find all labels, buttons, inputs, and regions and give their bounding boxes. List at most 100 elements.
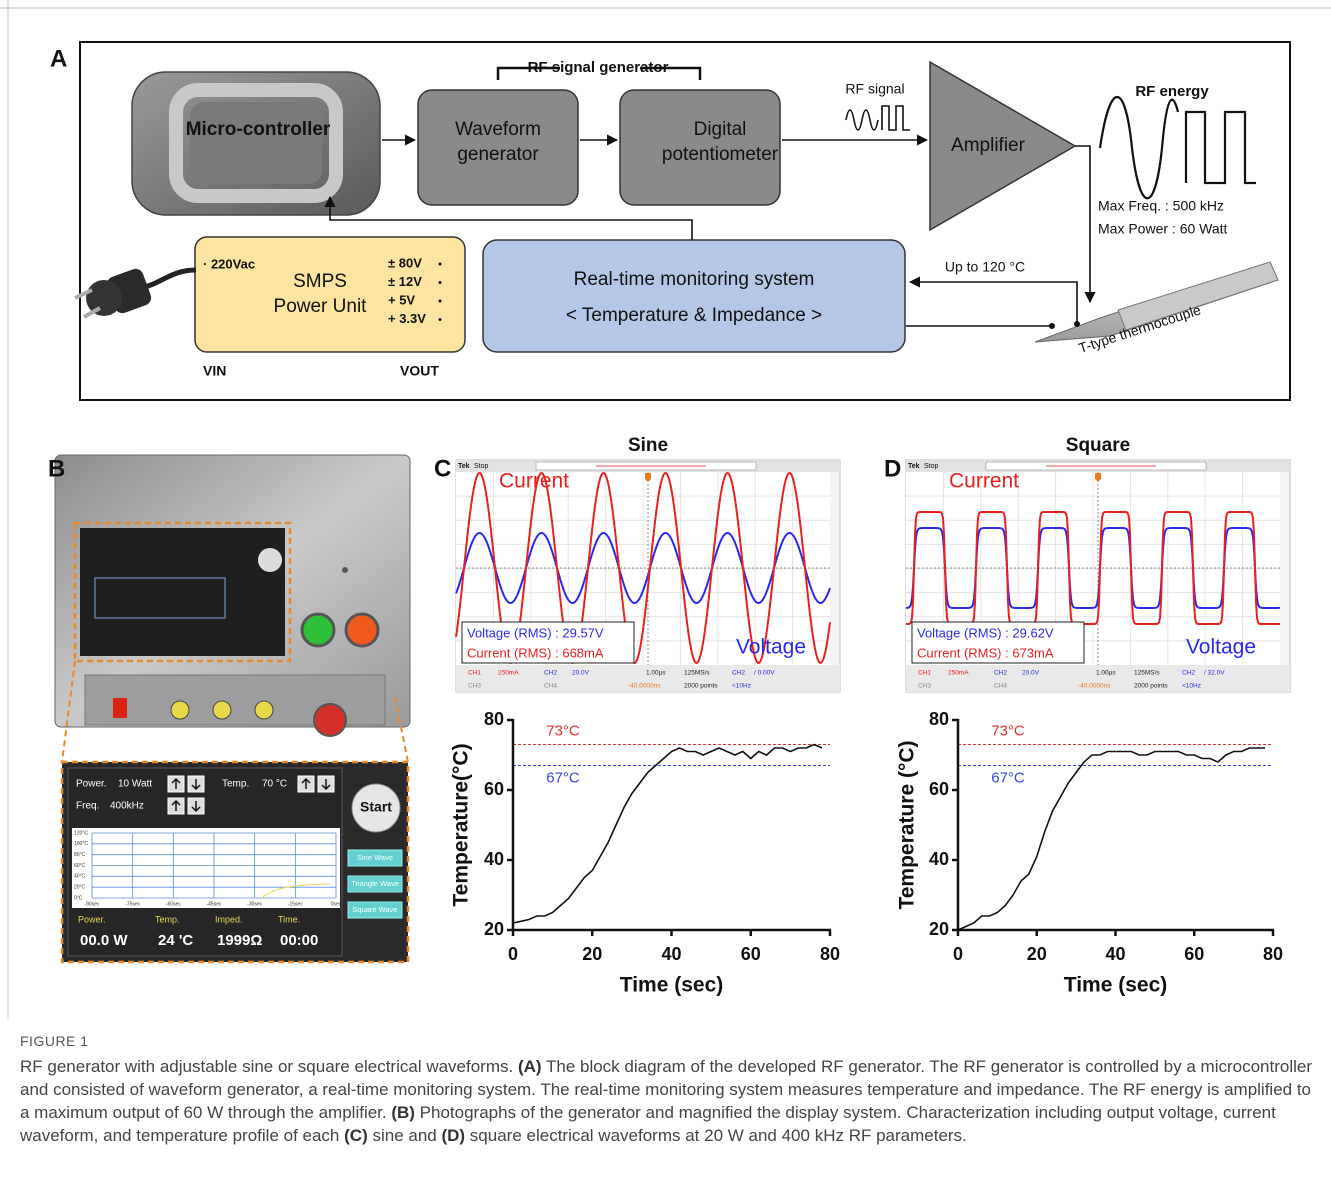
arrow [324,195,693,240]
display-x-label: -15sec [288,901,304,907]
arrow [1075,145,1096,304]
scope-status-text: / 0.00V [754,670,775,677]
display-label: Temp. [222,779,249,790]
caption-segment: RF generator with adjustable sine or squ… [20,1057,518,1076]
scope-status-text: 1.00µs [1096,670,1116,677]
smps-output: + 3.3V [388,311,426,326]
spec: Max Power : 60 Watt [1098,221,1228,237]
caption-segment: sine and [367,1126,442,1145]
panel-title: Square [1066,435,1130,456]
scope-current-label: Current [949,470,1019,493]
x-tick-label: 20 [1027,944,1047,964]
scope-status-text: CH3 [468,683,481,690]
x-tick-label: 40 [1105,944,1125,964]
scope-current-label: Current [499,470,569,493]
zoom-line [394,696,409,763]
rf-signal-sine-icon [845,109,879,131]
node-label: SMPS [293,271,347,292]
scope-status-text: CH2 [994,670,1007,677]
scope-voltage-label: Voltage [736,636,806,659]
scope-status-text: 2000 points [684,683,718,690]
display-x-label: -90sec [84,901,100,907]
panel-label: A [50,45,67,72]
rms-voltage: Voltage (RMS) : 29.62V [917,625,1054,640]
caption: FIGURE 1 RF generator with adjustable si… [20,1030,1315,1147]
node-label: Amplifier [951,135,1026,156]
y-tick-label: 40 [484,849,504,869]
wave-button [347,849,403,867]
display-x-label: -45sec [206,901,222,907]
x-axis-label: Time (sec) [620,974,724,997]
y-tick-label: 40 [929,849,949,869]
scope-status-text: CH2 [732,670,745,677]
scope-status [906,665,1290,692]
display-y-label: 80°C [74,852,86,858]
arrow-glyph [191,801,201,813]
display-y-label: 0°C [74,895,83,901]
smps-input: · 220Vac [203,256,255,271]
arrow-glyph [171,799,181,811]
rf-bracket [496,66,702,80]
readout-value: 24 'C [158,932,193,949]
caption-text: RF generator with adjustable sine or squ… [20,1055,1315,1147]
reference-label: 67°C [991,769,1025,786]
y-axis-label: Temperature(°C) [450,743,473,906]
smps-output: ± 80V [388,255,422,270]
display-x-label: 0sec [331,901,342,907]
monitoring-box [482,239,906,353]
rms-box [461,621,635,664]
display-x-label: -75sec [125,901,141,907]
rms-box [911,621,1085,664]
scope-status-text: <10Hz [732,683,751,690]
scope-brand: Tek [908,463,920,470]
display-y-label: 20°C [74,884,86,890]
readout-value: 00.0 W [80,932,128,949]
display-trace [261,883,331,899]
rf-energy-square-icon [1184,110,1256,185]
smps-box [194,236,466,353]
plug-icon [74,267,197,319]
scope-status-text: CH2 [544,670,557,677]
display-y-label: 60°C [74,863,86,869]
bullet [438,299,442,303]
scope-status-text: CH1 [468,670,481,677]
x-tick-label: 40 [661,944,681,964]
display-y-label: 100°C [74,841,88,847]
wave-button [347,875,403,893]
generator-photo [54,454,411,737]
caption-segment: (C) [344,1126,368,1145]
y-axis-label: Temperature (°C) [896,740,919,909]
scope-status-text: 20.0V [572,670,590,677]
display-x-label: -60sec [166,901,182,907]
reference-label: 73°C [991,722,1025,739]
figure: A Micro-controller RF signal generator Wave… [0,0,1331,1020]
readout-label: Temp. [155,914,180,924]
panel-label: D [884,455,901,482]
trigger-marker [645,473,651,482]
thermocouple-icon [1034,261,1279,343]
display-label: Freq. [76,801,99,812]
rf-signal-square-icon [881,105,910,131]
node-label: potentiometer [662,144,779,165]
amplifier-triangle [929,60,1077,232]
x-tick-label: 0 [508,944,518,964]
display-value: 70 °C [262,779,287,790]
rms-current: Current (RMS) : 668mA [467,645,604,660]
display-value: 400kHz [110,801,144,812]
display-y-label: 120°C [74,830,88,836]
reference-label: 73°C [546,722,580,739]
y-tick-label: 60 [484,779,504,799]
arrow-glyph [171,777,181,789]
scope-status-text: / 32.0V [1204,670,1225,677]
figure-label: FIGURE 1 [20,1033,89,1049]
scope-status-text: -40.0000ns [1078,683,1111,690]
scope-trace [906,527,1281,609]
scope-status-text: CH4 [544,683,557,690]
scope-status-text: 125MS/s [684,670,710,677]
bullet [438,281,442,284]
trigger-marker [1095,473,1101,482]
wave-button-label: Sine Wave [357,853,393,862]
label: Up to 120 °C [945,259,1025,275]
label: RF signal [845,81,904,97]
